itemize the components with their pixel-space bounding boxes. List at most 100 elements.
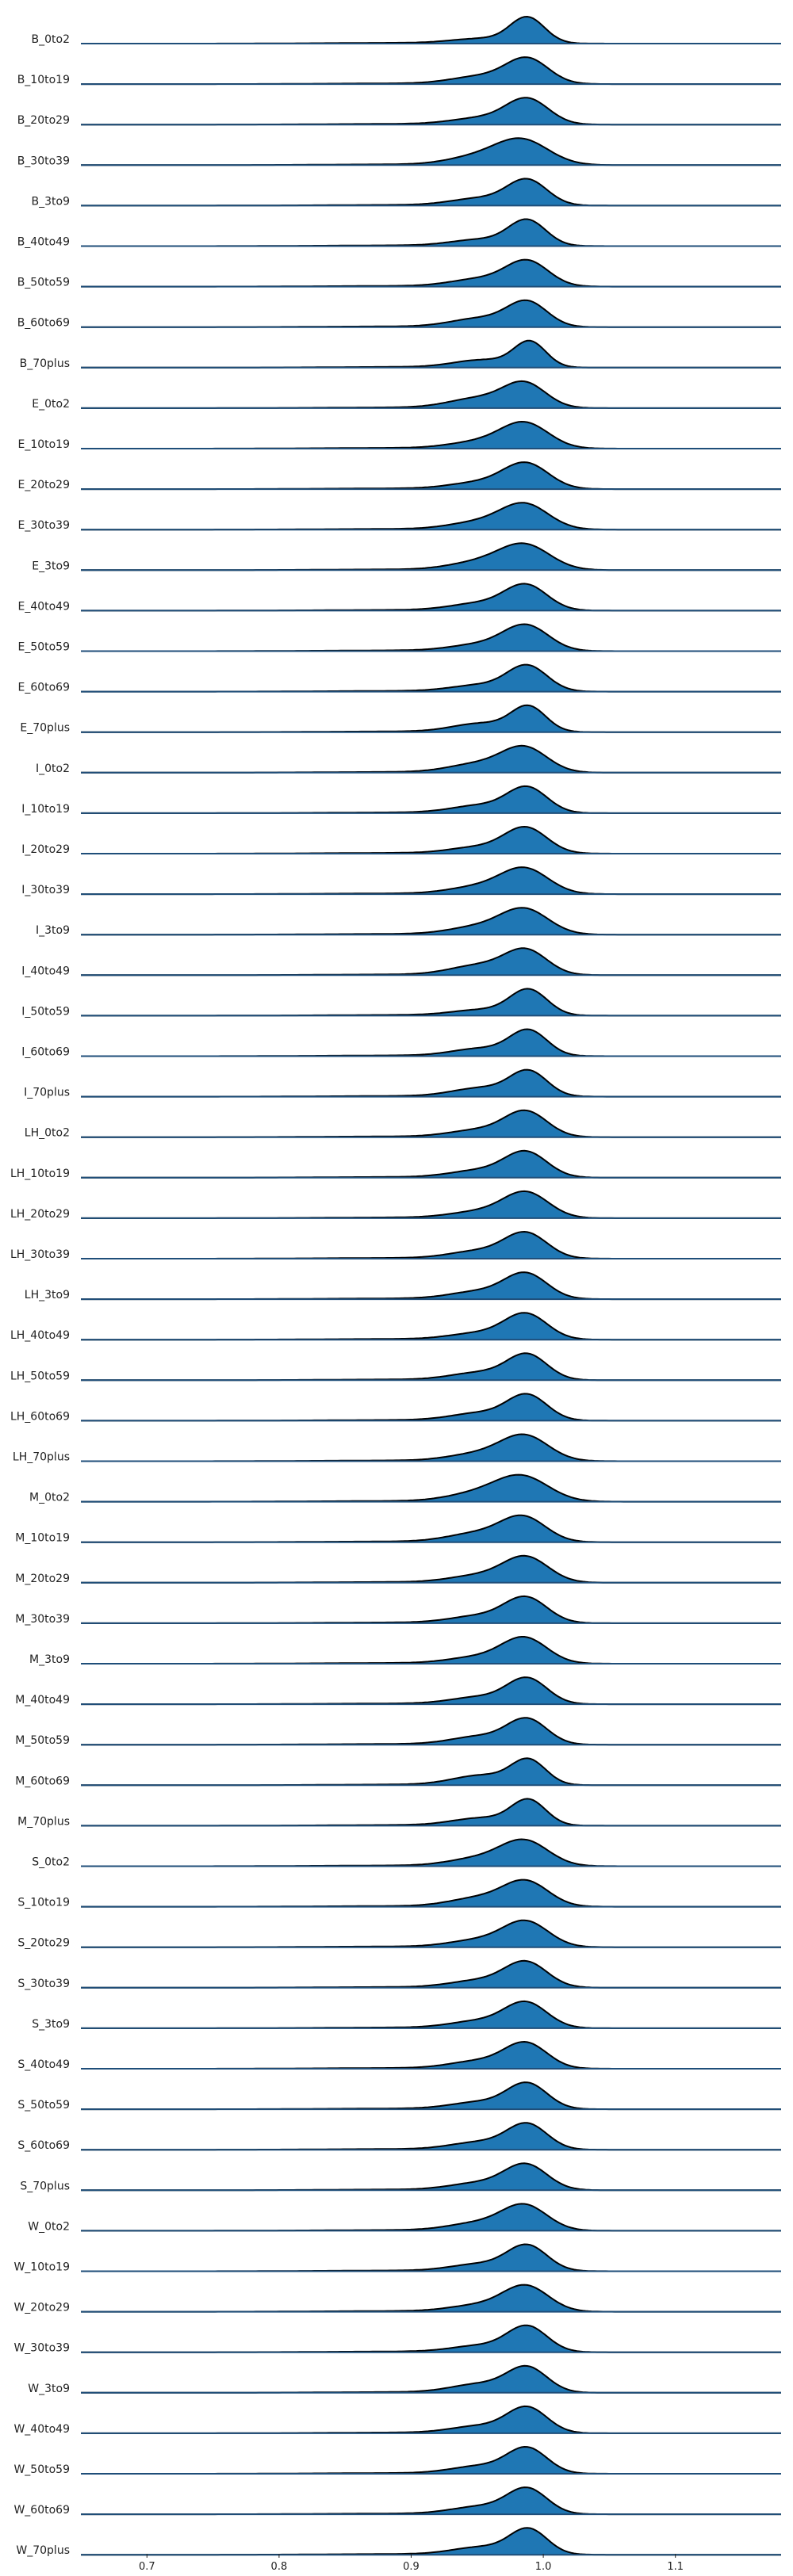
ridge-line [81, 1230, 781, 1259]
ridge-line [81, 866, 781, 896]
ridge-B_70plus: B_70plus [20, 339, 781, 370]
ridge-S_20to29: S_20to29 [17, 1919, 781, 1950]
ridge-line [81, 137, 781, 166]
ridge-I_0to2: I_0to2 [36, 744, 781, 775]
ridge-M_3to9: M_3to9 [29, 1636, 781, 1666]
y-label: B_3to9 [32, 195, 70, 208]
y-label: LH_70plus [13, 1451, 70, 1464]
ridge-line [81, 2122, 781, 2151]
ridge-I_3to9: I_3to9 [36, 907, 781, 937]
ridge-fill [81, 219, 781, 247]
y-label: W_50to59 [13, 2463, 70, 2476]
ridge-line [81, 542, 781, 571]
ridge-line [81, 2081, 781, 2111]
ridge-M_0to2: M_0to2 [29, 1473, 781, 1504]
ridge-line [81, 1433, 781, 1462]
ridge-fill [81, 1232, 781, 1259]
ridge-line [81, 1352, 781, 1382]
ridge-line [81, 1109, 781, 1138]
y-label: W_0to2 [28, 2220, 70, 2233]
ridge-fill [81, 1677, 781, 1705]
ridge-B_60to69: B_60to69 [17, 299, 781, 330]
ridge-line [81, 1676, 781, 1706]
y-label: I_50to59 [21, 1005, 70, 1018]
ridge-fill [81, 1474, 781, 1502]
ridge-S_30to39: S_30to39 [17, 1959, 781, 1990]
ridge-W_3to9: W_3to9 [28, 2364, 781, 2395]
ridge-E_30to39: E_30to39 [17, 502, 781, 532]
y-label: W_60to69 [13, 2504, 70, 2517]
ridge-E_0to2: E_0to2 [32, 380, 781, 411]
ridge-fill [81, 2284, 781, 2312]
ridge-I_70plus: I_70plus [24, 1068, 781, 1099]
y-label: B_10to19 [17, 74, 70, 86]
ridge-line [81, 1312, 781, 1341]
ridge-fill [81, 340, 781, 368]
ridge-I_20to29: I_20to29 [21, 825, 781, 856]
ridge-W_0to2: W_0to2 [28, 2203, 781, 2233]
ridge-fill [81, 867, 781, 895]
y-label: M_20to29 [15, 1573, 70, 1585]
ridge-line [81, 947, 781, 977]
ridge-fill [81, 1920, 781, 1947]
y-label: W_3to9 [28, 2383, 70, 2395]
ridge-I_50to59: I_50to59 [21, 988, 781, 1018]
ridge-line [81, 2324, 781, 2353]
ridge-fill [81, 1029, 781, 1057]
ridge-fill [81, 2163, 781, 2191]
ridge-fill [81, 2244, 781, 2272]
ridge-line [81, 15, 781, 44]
ridge-fill [81, 178, 781, 206]
ridge-LH_40to49: LH_40to49 [10, 1312, 781, 1342]
y-label: LH_0to2 [25, 1127, 70, 1140]
ridge-line [81, 988, 781, 1017]
y-label: W_10to19 [13, 2261, 70, 2274]
ridge-S_10to19: S_10to19 [17, 1878, 781, 1909]
y-label: M_10to19 [15, 1532, 70, 1545]
y-label: B_0to2 [32, 33, 70, 46]
x-tick: 0.8 [271, 2554, 287, 2573]
ridge-line [81, 2000, 781, 2029]
ridge-fill [81, 1515, 781, 1542]
ridge-E_60to69: E_60to69 [17, 663, 781, 694]
x-tick-label: 1.1 [667, 2561, 684, 2573]
y-label: I_20to29 [21, 843, 70, 856]
ridge-line [81, 704, 781, 733]
x-axis: 0.7 0.8 0.9 1.0 1.1 [139, 2554, 684, 2573]
ridge-fill [81, 745, 781, 773]
ridge-M_60to69: M_60to69 [15, 1757, 781, 1787]
ridge-E_40to49: E_40to49 [17, 583, 781, 613]
ridge-B_40to49: B_40to49 [17, 218, 781, 249]
ridge-line [81, 2243, 781, 2272]
y-label: S_30to39 [17, 1978, 70, 1990]
ridge-fill [81, 97, 781, 125]
ridge-fill [81, 908, 781, 935]
x-tick: 1.0 [535, 2554, 551, 2573]
ridge-W_70plus: W_70plus [16, 2527, 781, 2557]
ridge-fill [81, 1313, 781, 1340]
y-label: E_20to29 [17, 479, 70, 491]
x-tick-label: 0.9 [403, 2561, 419, 2573]
ridge-fill [81, 2042, 781, 2069]
ridge-line [81, 663, 781, 693]
ridge-fill [81, 17, 781, 44]
ridge-fill [81, 1798, 781, 1826]
ridge-M_50to59: M_50to59 [15, 1717, 781, 1747]
ridge-E_50to59: E_50to59 [17, 623, 781, 654]
ridge-fill [81, 1596, 781, 1623]
ridge-fill [81, 2528, 781, 2555]
ridge-W_60to69: W_60to69 [13, 2486, 781, 2517]
y-label: B_70plus [20, 357, 70, 370]
ridge-LH_10to19: LH_10to19 [10, 1149, 781, 1180]
ridge-line [81, 1798, 781, 1827]
ridge-I_60to69: I_60to69 [21, 1028, 781, 1059]
ridge-line [81, 461, 781, 491]
ridge-line [81, 1393, 781, 1422]
y-label: LH_40to49 [10, 1329, 70, 1342]
y-label: LH_10to19 [10, 1168, 70, 1180]
ridge-fill [81, 2123, 781, 2150]
ridge-S_60to69: S_60to69 [17, 2122, 781, 2152]
ridge-line [81, 1919, 781, 1948]
y-label: E_50to59 [17, 641, 70, 654]
ridge-fill [81, 624, 781, 652]
